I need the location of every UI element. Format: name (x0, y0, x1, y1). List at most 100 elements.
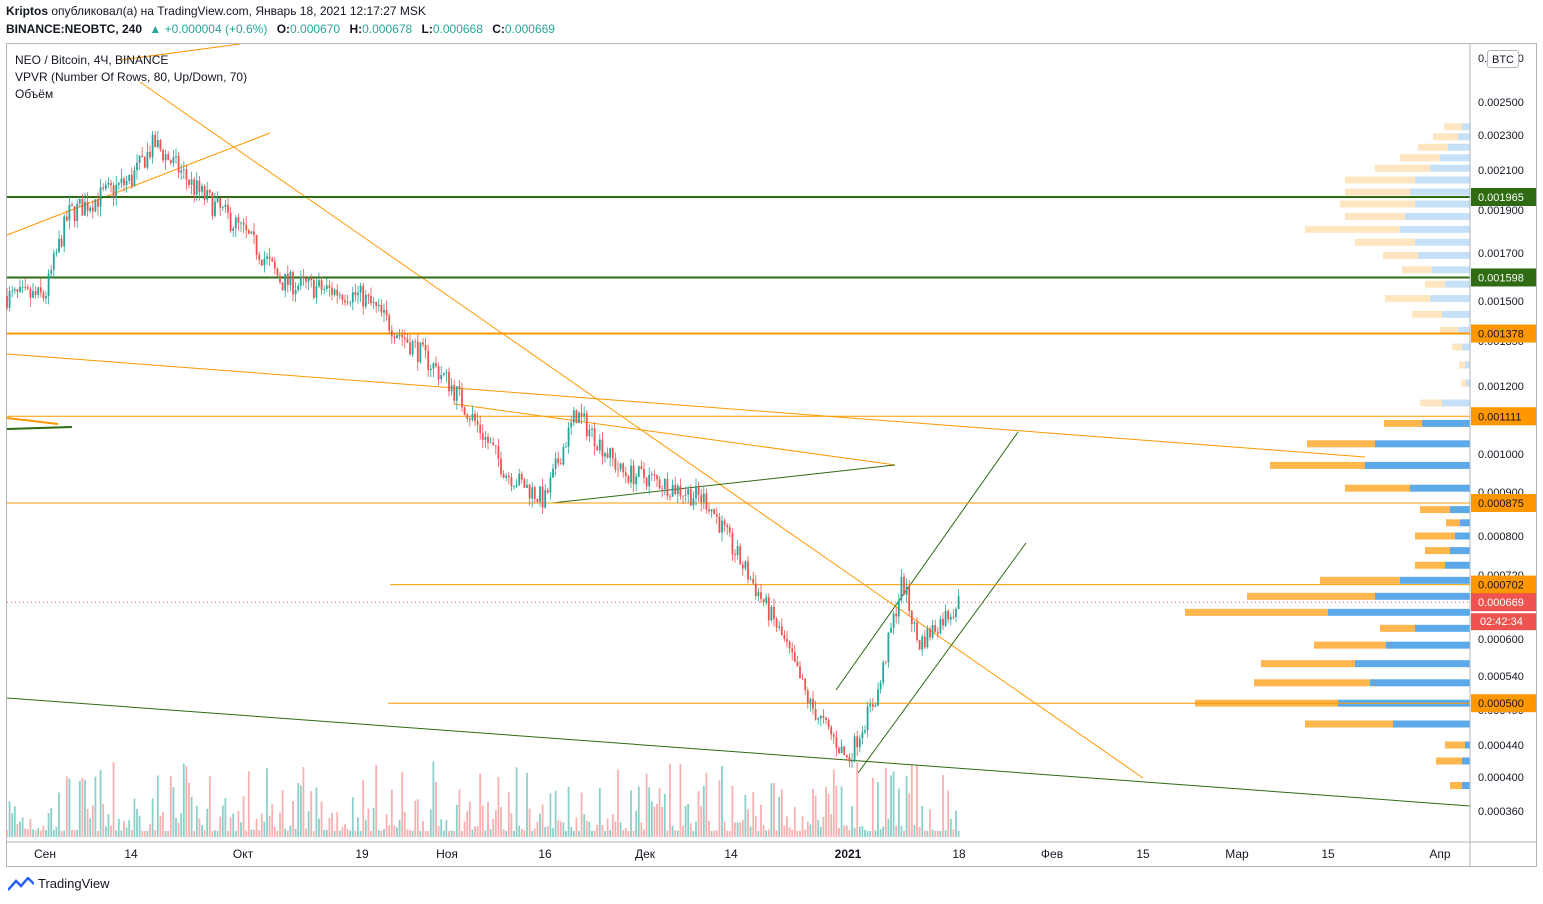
volume-bar (331, 813, 333, 837)
countdown-label: 02:42:34 (1480, 616, 1523, 628)
candle-body (151, 134, 154, 158)
trend-line (857, 542, 1027, 774)
volume-bar (726, 830, 729, 837)
volume-profile (1185, 123, 1470, 789)
candle-body (195, 180, 198, 195)
candle-body (474, 413, 476, 421)
volume-bar (918, 826, 921, 837)
candle-body (81, 199, 84, 216)
volume-bar (125, 827, 128, 837)
candle-body (78, 199, 81, 204)
candle-body (565, 446, 567, 448)
volume-bar (570, 826, 573, 837)
candle-body (689, 488, 692, 506)
candle-body (955, 608, 957, 617)
volume-bar (232, 813, 235, 837)
candle-body (143, 156, 146, 168)
candle-body (669, 495, 671, 497)
candle-body (825, 717, 827, 721)
volume-bar (351, 797, 354, 837)
volume-bar (424, 830, 427, 837)
tradingview-footer[interactable]: TradingView (8, 876, 110, 891)
legend-volume[interactable]: Объём (15, 87, 54, 101)
volume-bar (247, 771, 250, 837)
candle-body (783, 635, 786, 639)
vp-row-down (1445, 561, 1470, 569)
vp-row-up (1320, 576, 1400, 584)
volume-bar (429, 809, 432, 837)
volume-bar (648, 787, 651, 837)
candle-body (388, 315, 391, 331)
volume-bar (84, 779, 86, 837)
candle-body (102, 187, 105, 189)
candle-body (383, 309, 385, 313)
volume-bar (773, 782, 775, 837)
volume-bar (814, 795, 817, 837)
candle-body (845, 754, 848, 758)
candle-body (250, 231, 253, 234)
candle-body (336, 289, 339, 296)
candle-body (307, 278, 310, 282)
volume-bar (752, 792, 755, 837)
volume-bar (34, 830, 37, 837)
candle-body (609, 447, 612, 458)
volume-bar (188, 782, 190, 837)
volume-bar (674, 830, 677, 837)
candle-body (255, 234, 258, 255)
volume-bar (24, 828, 27, 837)
volume-bar (484, 830, 487, 837)
candle-body (315, 286, 318, 298)
open-value: 0.000670 (290, 22, 341, 36)
volume-bar (349, 830, 352, 837)
candle-body (258, 254, 261, 260)
volume-bar (130, 830, 133, 837)
candle-body (305, 278, 307, 282)
candle-body (952, 616, 955, 618)
volume-bar (661, 806, 664, 837)
candle-body (63, 216, 66, 247)
volume-bar (479, 773, 482, 837)
volume-bar (536, 821, 539, 837)
candle-body (908, 586, 911, 611)
volume-bar (921, 806, 924, 837)
candle-body (871, 704, 874, 707)
volume-bar (104, 826, 107, 837)
candle-body (679, 485, 682, 496)
vp-row-up (1450, 782, 1462, 789)
volume-bar (39, 830, 42, 837)
candle-body (762, 599, 765, 603)
price-label: 0.001965 (1478, 192, 1524, 204)
candle-body (403, 337, 406, 339)
legend-vpvr[interactable]: VPVR (Number Of Rows, 80, Up/Down, 70) (15, 70, 248, 84)
volume-bar (952, 829, 955, 837)
volume-bar (258, 830, 261, 837)
candle-body (500, 458, 502, 474)
candle-body (778, 626, 781, 628)
candle-body (208, 190, 211, 193)
candle-body (154, 134, 157, 148)
volume-bar (346, 829, 349, 837)
volume-bar (697, 791, 700, 837)
currency-badge[interactable]: BTC (1487, 50, 1519, 68)
candle-body (299, 276, 302, 286)
volume-bar (583, 814, 586, 837)
change-value: ▲ +0.000004 (+0.6%) (149, 22, 268, 36)
volume-bar (185, 766, 188, 837)
volume-bar (749, 826, 752, 837)
candle-body (585, 413, 588, 437)
candle-body (546, 490, 549, 493)
volume-bar (832, 769, 835, 837)
candle-body (177, 156, 180, 173)
candle-body (754, 583, 757, 597)
candle-body (674, 484, 677, 495)
volume-bar (949, 818, 952, 837)
volume-bar (471, 829, 474, 837)
candle-body (739, 546, 742, 565)
candle-body (479, 424, 482, 434)
candle-body (760, 592, 762, 600)
volume-bar (492, 819, 495, 837)
candle-body (593, 428, 596, 447)
candle-body (325, 285, 328, 290)
candle-body (455, 386, 458, 401)
